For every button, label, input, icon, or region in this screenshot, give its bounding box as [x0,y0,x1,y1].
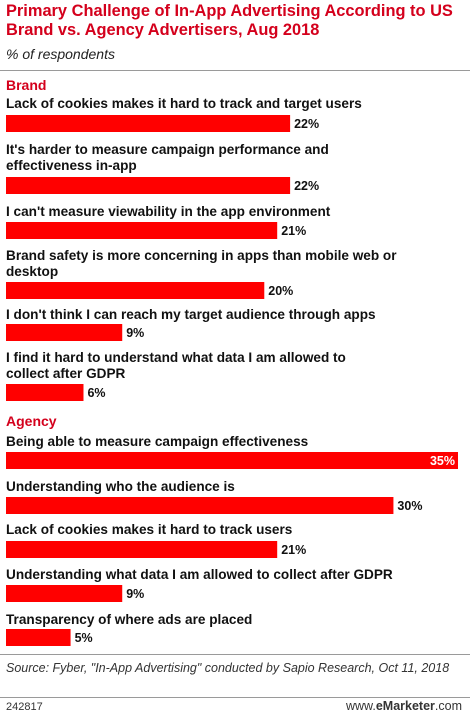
bar [6,282,265,299]
category-label: Lack of cookies makes it hard to track a… [6,96,362,111]
category-label: collect after GDPR [6,366,126,381]
brand-suffix: .com [434,699,462,713]
bar [6,177,291,194]
category-label: effectiveness in-app [6,158,137,173]
category-label: I can't measure viewability in the app e… [6,204,331,219]
brand-credit: www.eMarketer.com [346,699,462,713]
bar [6,629,71,646]
category-label: I find it hard to understand what data I… [6,350,346,365]
bar [6,115,291,132]
category-label: Being able to measure campaign effective… [6,434,308,449]
category-label: I don't think I can reach my target audi… [6,307,376,322]
bar [6,324,123,341]
data-label: 9% [126,326,144,340]
category-label: Understanding what data I am allowed to … [6,567,393,582]
data-label: 5% [75,631,93,645]
bar [6,222,278,239]
bar [6,497,394,514]
chart-id: 242817 [6,701,43,713]
chart-title: Primary Challenge of In-App Advertising … [6,2,453,39]
brand-prefix: www. [345,699,376,713]
data-label: 22% [294,179,319,193]
category-label: Transparency of where ads are placed [6,612,252,627]
group-label: Brand [6,77,46,93]
data-label: 21% [281,224,306,238]
data-label: 6% [87,386,105,400]
category-label: Brand safety is more concerning in apps … [6,248,397,263]
data-label: 20% [268,284,293,298]
header-divider [0,70,470,71]
brand-name: eMarketer [375,699,435,713]
category-label: Understanding who the audience is [6,479,235,494]
category-label: It's harder to measure campaign performa… [6,142,329,157]
chart-subtitle: % of respondents [6,46,115,62]
source-note: Source: Fyber, "In-App Advertising" cond… [6,661,450,675]
data-label: 21% [281,543,306,557]
bar [6,585,123,602]
category-label: Lack of cookies makes it hard to track u… [6,522,292,537]
data-label: 9% [126,587,144,601]
data-label: 30% [397,499,422,513]
data-label: 22% [294,117,319,131]
bar-chart: Brand Agency Lack of cookies makes it hard… [6,77,458,646]
group-label: Agency [6,413,57,429]
bar [6,541,278,558]
bar [6,452,458,469]
bar [6,384,84,401]
category-label: desktop [6,264,58,279]
footer-divider-bottom [0,697,470,698]
data-label: 35% [430,454,455,468]
footer-divider [0,654,470,655]
